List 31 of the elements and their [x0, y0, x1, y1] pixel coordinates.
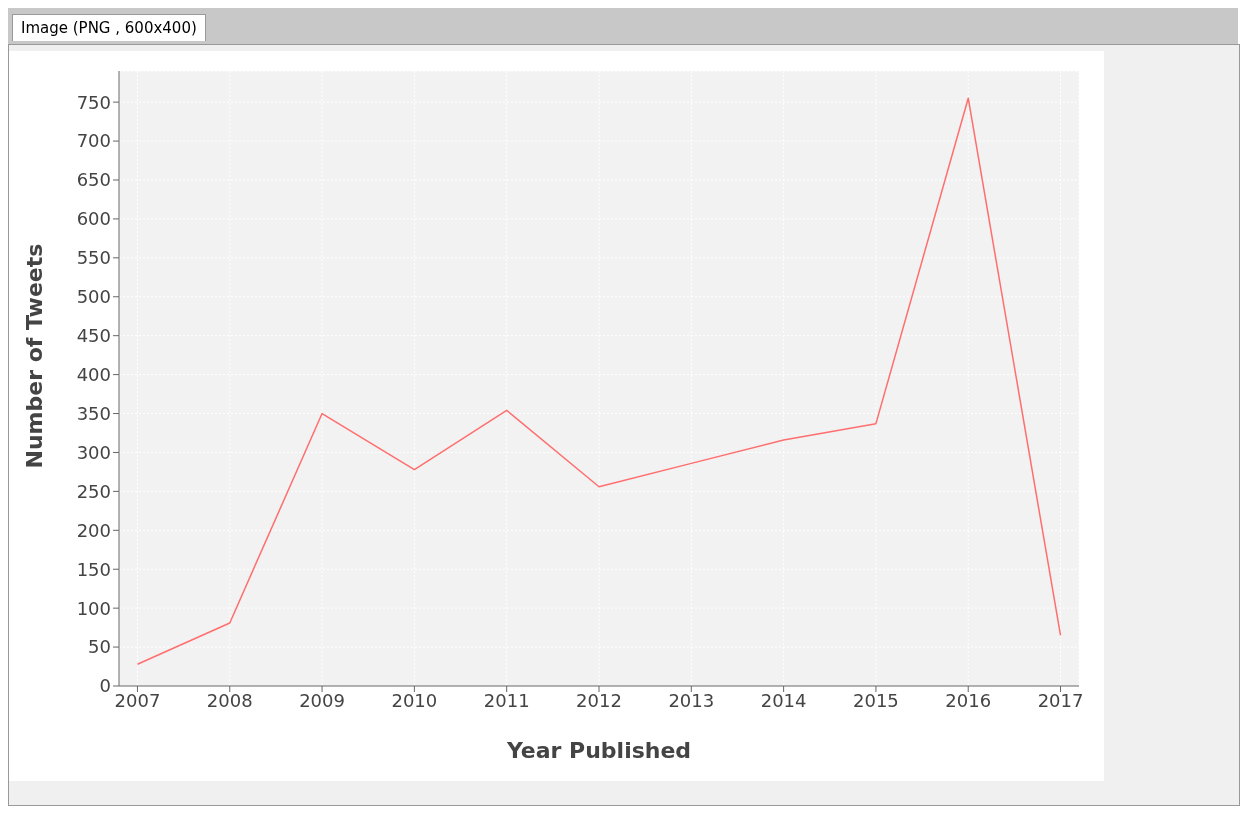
- x-tick-label: 2008: [206, 689, 253, 711]
- y-tick-label: 300: [76, 441, 111, 463]
- y-axis-title: Number of Tweets: [21, 243, 47, 469]
- y-tick-label: 700: [76, 130, 111, 152]
- y-tick-label: 650: [76, 169, 111, 191]
- y-tick-label: 100: [76, 597, 111, 619]
- x-tick-label: 2011: [483, 689, 530, 711]
- x-tick-label: 2016: [945, 689, 992, 711]
- y-tick-label: 400: [76, 364, 111, 385]
- y-tick-label: 750: [76, 91, 111, 113]
- y-tick-label: 600: [76, 208, 111, 230]
- x-tick-label: 2013: [668, 689, 715, 711]
- y-tick-label: 0: [99, 675, 111, 697]
- y-tick-label: 50: [88, 636, 111, 658]
- line-series: [136, 97, 1062, 665]
- x-tick-label: 2017: [1037, 689, 1084, 711]
- text: Image (PNG , 600x400): [21, 19, 197, 37]
- y-tick-label: 200: [76, 519, 111, 541]
- x-tick-label: 2014: [760, 689, 807, 711]
- y-tick-label: 550: [76, 247, 111, 269]
- y-tick-label: 250: [76, 480, 111, 502]
- x-tick-label: 2009: [299, 689, 345, 711]
- x-tick-label: 2012: [576, 689, 622, 711]
- y-tick-label: 150: [76, 558, 111, 580]
- x-tick-label: 2007: [114, 689, 161, 711]
- x-tick-label: 2015: [853, 689, 899, 711]
- y-tick-label: 450: [76, 325, 111, 347]
- x-tick-label: 2010: [391, 689, 438, 711]
- x-axis-title: Year Published: [505, 738, 692, 763]
- y-tick-label: 500: [76, 286, 111, 308]
- y-tick-label: 350: [76, 402, 111, 424]
